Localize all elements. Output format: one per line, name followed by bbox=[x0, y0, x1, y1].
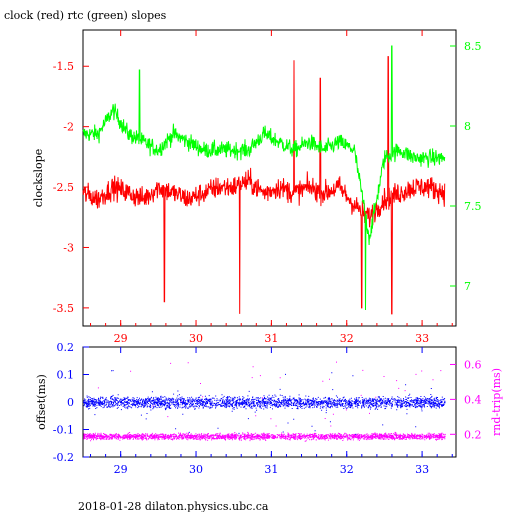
bottom-x-ticks: 29 30 31 32 33 bbox=[90, 347, 453, 476]
top-plot-frame bbox=[82, 29, 457, 327]
top-y-ticks-right: 8.5 8 7.5 7 bbox=[450, 40, 482, 293]
top-left-tick-label: -2.5 bbox=[53, 181, 74, 194]
top-left-tick-label: -2 bbox=[63, 121, 74, 134]
bottom-y-axis-label-right: rnd-trip(ms) bbox=[490, 368, 503, 436]
bottom-x-tick-label: 30 bbox=[189, 463, 203, 476]
bottom-x-tick-label: 33 bbox=[415, 463, 429, 476]
footer-caption: 2018-01-28 dilaton.physics.ubc.ca bbox=[78, 500, 269, 512]
top-panel: 29 30 31 32 33 -1.5 -2 -2.5 -3 -3.5 8.5 8 7.5 7 clo… bbox=[32, 29, 482, 345]
top-x-tick-label: 30 bbox=[189, 332, 203, 345]
bottom-y-ticks-left: 0.2 0.1 0 -0.1 -0.2 bbox=[53, 341, 89, 464]
bottom-left-tick-label: 0.2 bbox=[57, 341, 75, 354]
chart-title: clock (red) rtc (green) slopes bbox=[4, 9, 167, 22]
top-y-axis-label: clockslope bbox=[32, 149, 45, 207]
red-series-line bbox=[82, 56, 446, 315]
blue-points bbox=[83, 370, 446, 435]
top-x-tick-label: 29 bbox=[114, 332, 128, 345]
green-series-line bbox=[82, 45, 446, 311]
top-left-tick-label: -3.5 bbox=[53, 302, 74, 315]
green-series bbox=[82, 45, 446, 311]
top-x-tick-label: 33 bbox=[415, 332, 429, 345]
bottom-panel: 29 30 31 32 33 0.2 0.1 0 -0.1 -0.2 0.6 0.4 0.2 off… bbox=[35, 341, 503, 476]
top-right-tick-label: 7 bbox=[464, 280, 471, 293]
top-left-tick-label: -3 bbox=[63, 241, 74, 254]
top-y-ticks-left: -1.5 -2 -2.5 -3 -3.5 bbox=[53, 60, 89, 315]
bottom-left-tick-label: 0 bbox=[67, 396, 74, 409]
bottom-left-tick-label: -0.1 bbox=[53, 424, 74, 437]
bottom-left-tick-label: 0.1 bbox=[57, 369, 75, 382]
bottom-x-tick-label: 29 bbox=[114, 463, 128, 476]
top-x-tick-label: 31 bbox=[264, 332, 278, 345]
top-x-tick-label: 32 bbox=[340, 332, 354, 345]
top-x-ticks: 29 30 31 32 33 bbox=[90, 30, 453, 345]
bottom-y-ticks-right: 0.6 0.4 0.2 bbox=[450, 358, 482, 441]
bottom-right-tick-label: 0.4 bbox=[464, 393, 482, 406]
bottom-x-tick-label: 31 bbox=[264, 463, 278, 476]
bottom-left-tick-label: -0.2 bbox=[53, 451, 74, 464]
top-right-tick-label: 8.5 bbox=[464, 40, 482, 53]
bottom-right-tick-label: 0.2 bbox=[464, 428, 482, 441]
top-right-tick-label: 8 bbox=[464, 120, 471, 133]
top-right-tick-label: 7.5 bbox=[464, 200, 482, 213]
red-series bbox=[82, 56, 446, 315]
bottom-x-tick-label: 32 bbox=[340, 463, 354, 476]
top-left-tick-label: -1.5 bbox=[53, 60, 74, 73]
blue-series bbox=[83, 370, 446, 435]
bottom-right-tick-label: 0.6 bbox=[464, 358, 482, 371]
bottom-y-axis-label-left: offset(ms) bbox=[35, 374, 48, 430]
